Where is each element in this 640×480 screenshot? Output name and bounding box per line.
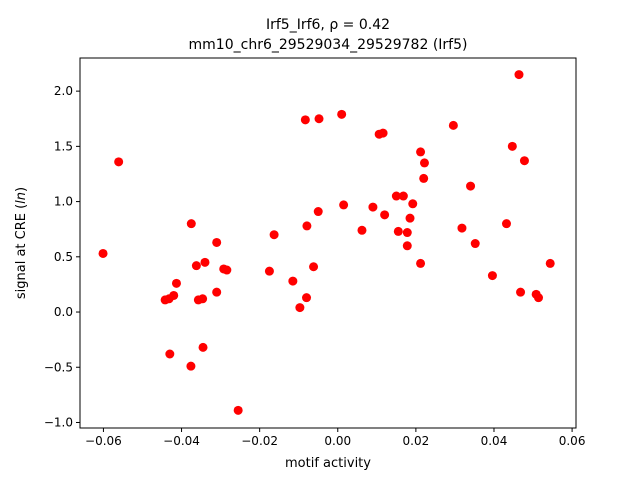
scatter-point (186, 361, 196, 371)
y-axis: −1.0 −0.5 0.0 0.5 1.0 1.5 2.0 (44, 84, 80, 429)
x-tick-label: 0.06 (559, 434, 586, 448)
y-axis-label: signal at CRE (ln) (14, 187, 29, 299)
scatter-point (186, 219, 196, 229)
scatter-point (269, 230, 279, 240)
x-axis: −0.06 −0.04 −0.02 0.00 0.02 0.04 0.06 (85, 428, 585, 448)
x-tick-label: 0.04 (481, 434, 508, 448)
scatter-point (302, 293, 312, 303)
scatter-point (114, 157, 124, 167)
y-axis-label-suffix: ) (14, 187, 29, 192)
scatter-point (516, 287, 526, 297)
chart-title-line1: Irf5_Irf6, ρ = 0.42 (266, 17, 390, 33)
scatter-point (378, 128, 388, 138)
scatter-point (288, 276, 298, 286)
scatter-point (380, 210, 390, 220)
scatter-point (339, 200, 349, 210)
plot-area: −0.06 −0.04 −0.02 0.00 0.02 0.04 0.06 −1.0 −0.5… (44, 57, 585, 448)
scatter-point (519, 156, 529, 166)
chart-title-line2: mm10_chr6_29529034_29529782 (Irf5) (189, 37, 468, 53)
scatter-point (416, 147, 426, 157)
x-tick-label: 0.02 (403, 434, 430, 448)
y-tick-label: 1.0 (54, 195, 73, 209)
scatter-point (169, 290, 179, 300)
scatter-point (198, 342, 208, 352)
scatter-point (295, 303, 305, 313)
scatter-point (212, 287, 222, 297)
axes-frame (79, 57, 577, 429)
y-tick-label: −0.5 (44, 360, 73, 374)
scatter-point (466, 181, 476, 191)
scatter-point (391, 191, 401, 201)
y-tick-label: 2.0 (54, 84, 73, 98)
scatter-point (357, 225, 367, 235)
scatter-point (419, 173, 429, 183)
scatter-point (393, 226, 403, 236)
scatter-point (402, 241, 412, 251)
scatter-point (545, 258, 555, 268)
data-points (98, 70, 555, 415)
y-axis-label-prefix: signal at CRE ( (14, 204, 29, 299)
scatter-point (200, 257, 210, 267)
scatter-point (264, 266, 274, 276)
scatter-point (233, 405, 243, 415)
y-tick-label: 1.5 (54, 139, 73, 153)
scatter-point (191, 261, 201, 271)
scatter-point (98, 248, 108, 258)
scatter-point (313, 207, 323, 217)
x-tick-label: −0.06 (85, 434, 122, 448)
x-tick-label: −0.04 (163, 434, 200, 448)
scatter-point (405, 213, 415, 223)
scatter-point (457, 223, 467, 233)
scatter-point (398, 191, 408, 201)
scatter-point (514, 70, 524, 80)
scatter-point (448, 120, 458, 130)
scatter-point (337, 109, 347, 119)
y-tick-label: −1.0 (44, 415, 73, 429)
scatter-point (165, 349, 175, 359)
x-axis-label: motif activity (285, 456, 371, 471)
scatter-point (314, 114, 324, 124)
scatter-point (300, 115, 310, 125)
scatter-point (470, 239, 480, 249)
scatter-point (534, 293, 544, 303)
scatter-point (309, 262, 319, 272)
x-tick-label: −0.02 (241, 434, 278, 448)
scatter-point (487, 271, 497, 281)
scatter-point (507, 141, 517, 151)
scatter-point (222, 265, 232, 275)
scatter-point (501, 219, 511, 229)
scatter-point (368, 202, 378, 212)
scatter-point (419, 158, 429, 168)
scatter-point (402, 228, 412, 238)
scatter-point (212, 237, 222, 247)
scatter-point (302, 221, 312, 231)
y-axis-label-var: ln (14, 192, 29, 204)
scatter-point (416, 258, 426, 268)
scatter-point (408, 199, 418, 209)
y-tick-label: 0.5 (54, 250, 73, 264)
x-tick-label: 0.00 (324, 434, 351, 448)
y-tick-label: 0.0 (54, 305, 73, 319)
scatter-point (171, 278, 181, 288)
scatter-point (198, 294, 208, 304)
